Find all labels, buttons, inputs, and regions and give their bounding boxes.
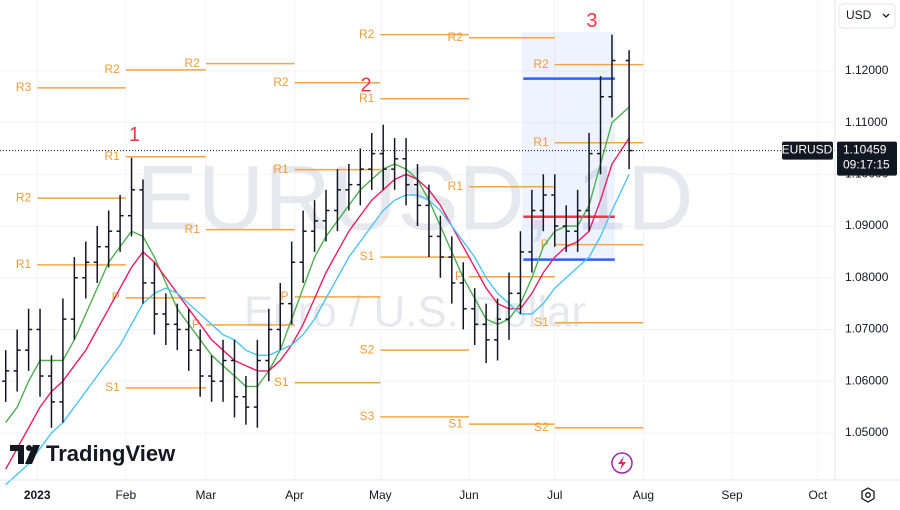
dropdown-arrow [882, 13, 890, 18]
pivot-label: R1 [448, 179, 464, 193]
pivot-label: R1 [533, 135, 549, 149]
pivot-label: S1 [360, 249, 375, 263]
pivot-label: R1 [359, 91, 375, 105]
symbol-tag-text: EURUSD [782, 143, 833, 157]
pivot-label: R2 [104, 62, 120, 76]
x-tick-label: Jun [459, 488, 478, 502]
pivot-label: R1 [273, 162, 289, 176]
pivot-label: R1 [16, 257, 32, 271]
pivot-label: P [281, 289, 289, 303]
logo-mark [26, 445, 32, 451]
pivot-label: P [455, 269, 463, 283]
pivot-label: R2 [273, 75, 289, 89]
price-tag [837, 141, 897, 176]
alert-bolt [618, 456, 626, 470]
dropdown-box[interactable] [838, 3, 896, 29]
y-tick-label: 1.06000 [845, 373, 889, 387]
pivot-label: R2 [359, 27, 375, 41]
symbol-tag [782, 141, 833, 160]
currency-dropdown[interactable]: USD [838, 3, 896, 29]
pivot-label: S2 [534, 420, 549, 434]
x-tick-label: Sep [721, 488, 743, 502]
pivot-label: R2 [448, 30, 464, 44]
pivot-label: R1 [185, 222, 201, 236]
logo-mark [10, 445, 24, 464]
x-tick-label: Feb [115, 488, 136, 502]
x-tick-label: Apr [285, 488, 304, 502]
logo-text: TradingView [46, 441, 176, 466]
plot: R3R2R1R2R1PS1R2R1PR2R1PS1R2R1S1S2S3R2R1P… [0, 10, 835, 486]
y-tick-label: 1.08000 [845, 270, 889, 284]
x-tick-label: May [369, 488, 392, 502]
pivot-label: S1 [105, 380, 120, 394]
y-tick-label: 1.09000 [845, 218, 889, 232]
pivot-label: R1 [104, 149, 120, 163]
settings-dot [865, 492, 871, 498]
pivot-label: R2 [533, 57, 549, 71]
x-tick-label: 2023 [24, 488, 51, 502]
pivot-label: P [192, 317, 200, 331]
y-tick-label: 1.11000 [845, 115, 888, 129]
y-tick-label: 1.07000 [845, 322, 889, 336]
price-tag-time: 09:17:15 [843, 158, 890, 172]
y-tick-label: 1.12000 [845, 63, 889, 77]
pivot-label: R2 [185, 56, 201, 70]
pivot-label: S3 [360, 409, 375, 423]
tradingview-logo: TradingView [10, 441, 176, 466]
currency-label[interactable]: USD [846, 8, 872, 22]
wave-label: 2 [360, 75, 371, 97]
pivot-label: R2 [16, 190, 32, 204]
settings-icon[interactable] [861, 487, 875, 503]
pivot-label: R3 [16, 80, 32, 94]
volume-profile-area [522, 32, 615, 260]
pivot-label: S1 [534, 315, 549, 329]
wave-label: 1 [129, 124, 140, 146]
x-tick-label: Oct [809, 488, 828, 502]
moving-average [5, 174, 630, 486]
y-tick-label: 1.05000 [845, 425, 889, 439]
pivot-label: S2 [360, 342, 375, 356]
pivot-label: S1 [448, 416, 463, 430]
x-tick-label: Jul [547, 488, 562, 502]
price-tag-value: 1.10459 [843, 143, 887, 157]
alert-icon[interactable] [611, 452, 633, 474]
pivot-label: S1 [274, 375, 289, 389]
x-tick-label: Mar [196, 488, 217, 502]
x-tick-label: Aug [633, 488, 654, 502]
wave-label: 3 [586, 10, 597, 32]
logo-mark [25, 445, 40, 464]
settings-hex[interactable] [861, 487, 875, 503]
